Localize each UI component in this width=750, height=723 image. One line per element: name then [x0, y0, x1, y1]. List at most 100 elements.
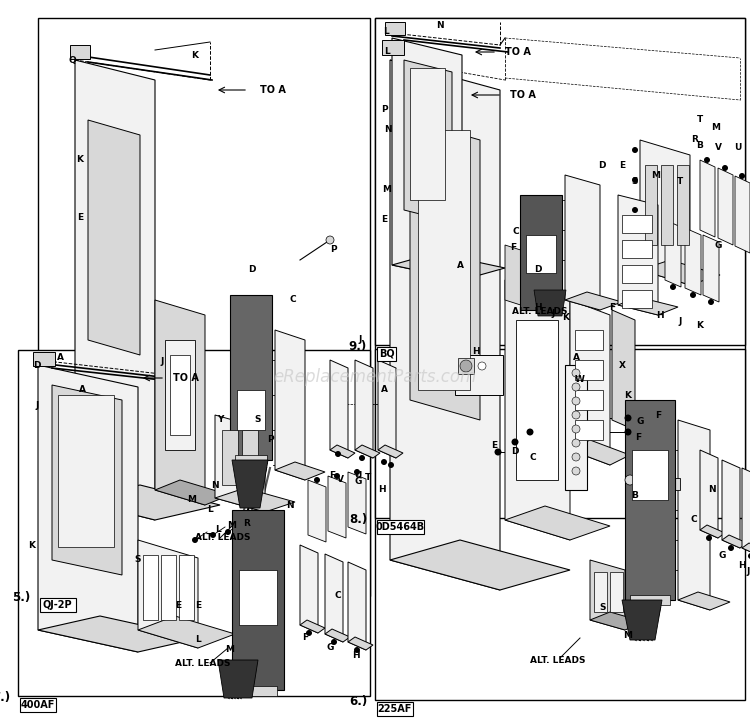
Bar	[625, 400, 675, 600]
Text: E: E	[195, 601, 201, 609]
Circle shape	[354, 469, 360, 475]
Text: G: G	[714, 241, 722, 249]
Text: B: B	[697, 140, 703, 150]
Polygon shape	[348, 562, 366, 650]
Polygon shape	[640, 260, 720, 285]
Text: S: S	[600, 604, 606, 612]
Polygon shape	[275, 330, 305, 480]
Text: F: F	[655, 411, 661, 419]
Circle shape	[494, 448, 502, 455]
Text: BQ: BQ	[379, 349, 394, 359]
Polygon shape	[75, 60, 155, 520]
Polygon shape	[570, 440, 630, 465]
Text: H: H	[534, 304, 542, 312]
Bar	[632, 450, 668, 500]
Text: ALT. LEADS: ALT. LEADS	[530, 656, 586, 665]
Circle shape	[306, 630, 312, 636]
Polygon shape	[735, 176, 750, 253]
Bar	[40, 598, 76, 612]
Bar	[377, 347, 396, 361]
Text: 400AF: 400AF	[20, 700, 55, 710]
Text: S: S	[255, 416, 261, 424]
Bar	[70, 45, 90, 59]
Polygon shape	[348, 472, 366, 534]
Text: 0D5464B: 0D5464B	[376, 522, 424, 532]
Bar	[455, 355, 503, 395]
Text: F: F	[609, 304, 615, 312]
Circle shape	[625, 475, 635, 485]
Polygon shape	[404, 60, 452, 222]
Bar	[410, 68, 445, 200]
Polygon shape	[330, 360, 348, 458]
Bar	[418, 130, 470, 390]
Bar	[377, 520, 424, 534]
Text: C: C	[334, 591, 341, 601]
Text: TO A: TO A	[173, 373, 199, 383]
Text: W: W	[575, 375, 585, 385]
Bar	[622, 290, 652, 308]
Polygon shape	[703, 235, 719, 302]
Polygon shape	[678, 420, 710, 610]
Polygon shape	[155, 300, 205, 505]
Text: B: B	[632, 492, 638, 500]
Bar	[622, 240, 652, 258]
Bar	[526, 235, 556, 273]
Polygon shape	[308, 480, 326, 542]
Polygon shape	[618, 195, 658, 315]
Circle shape	[632, 147, 638, 153]
Text: X: X	[619, 361, 626, 369]
Polygon shape	[390, 540, 570, 590]
Text: M: M	[227, 521, 236, 529]
Polygon shape	[718, 168, 733, 245]
Text: C: C	[513, 228, 519, 236]
Bar	[575, 360, 603, 380]
Text: ALT. LEADS: ALT. LEADS	[175, 659, 230, 668]
Polygon shape	[505, 245, 530, 308]
Polygon shape	[618, 297, 678, 315]
Text: ALT. LEADS: ALT. LEADS	[512, 307, 568, 316]
Bar	[594, 572, 607, 612]
Polygon shape	[138, 616, 235, 648]
Text: 225AF: 225AF	[377, 704, 412, 714]
Text: D: D	[598, 161, 606, 169]
Bar	[222, 430, 238, 485]
Bar	[458, 358, 474, 374]
Polygon shape	[410, 120, 480, 420]
Polygon shape	[52, 385, 122, 575]
Polygon shape	[378, 360, 396, 458]
Text: J: J	[746, 568, 750, 576]
Text: L: L	[383, 27, 388, 36]
Circle shape	[326, 236, 334, 244]
Circle shape	[359, 455, 365, 461]
Polygon shape	[700, 160, 715, 237]
Polygon shape	[665, 220, 681, 287]
Circle shape	[625, 429, 632, 435]
Bar	[235, 455, 267, 463]
Text: G: G	[718, 552, 726, 560]
Text: D: D	[248, 265, 256, 275]
Polygon shape	[590, 560, 625, 630]
Text: C: C	[530, 453, 536, 463]
Polygon shape	[742, 543, 750, 556]
Text: A: A	[56, 354, 64, 362]
Circle shape	[632, 177, 638, 183]
Bar	[661, 165, 673, 245]
Circle shape	[706, 535, 712, 541]
Bar	[565, 365, 587, 490]
Bar	[232, 510, 284, 690]
Bar	[58, 395, 114, 547]
Text: J: J	[678, 317, 682, 327]
Text: F: F	[635, 434, 641, 442]
Circle shape	[708, 299, 714, 305]
Text: 6.): 6.)	[349, 695, 367, 708]
Circle shape	[748, 553, 750, 559]
Polygon shape	[392, 38, 462, 280]
Text: A: A	[79, 385, 86, 395]
Text: eReplacementParts.com: eReplacementParts.com	[273, 369, 477, 386]
Bar	[622, 215, 652, 233]
Polygon shape	[722, 535, 747, 548]
Polygon shape	[218, 660, 258, 698]
Circle shape	[331, 639, 337, 645]
Text: J: J	[35, 401, 39, 409]
Text: E: E	[619, 161, 625, 169]
